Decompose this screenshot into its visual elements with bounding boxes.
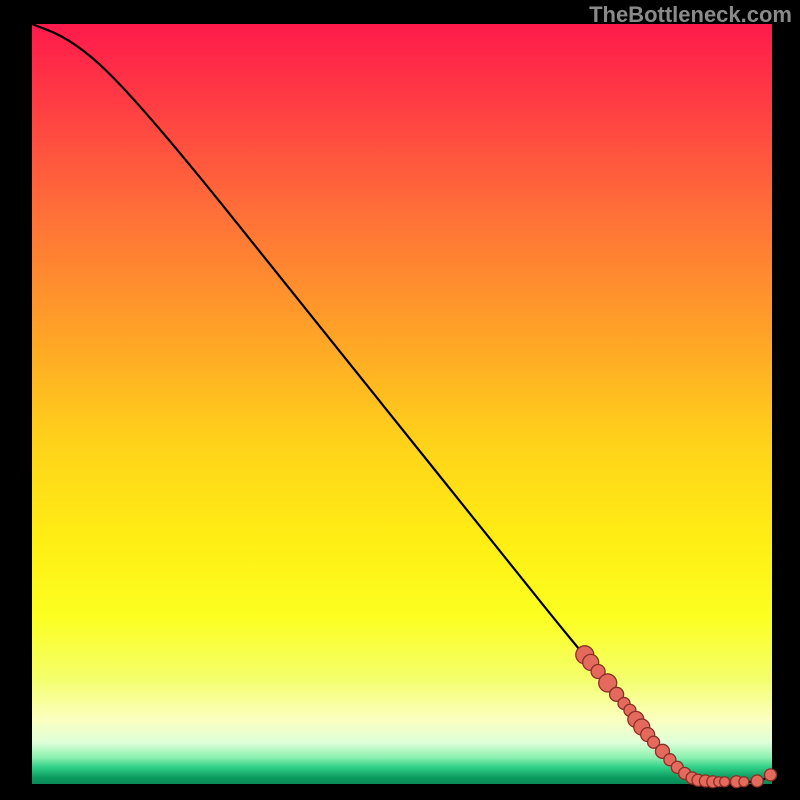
data-marker [720,777,730,787]
data-marker [765,769,777,781]
watermark-text: TheBottleneck.com [589,2,792,28]
plot-background [32,24,772,784]
chart-svg [0,0,800,800]
data-marker [739,777,749,787]
data-marker [751,775,763,787]
chart-container: TheBottleneck.com [0,0,800,800]
